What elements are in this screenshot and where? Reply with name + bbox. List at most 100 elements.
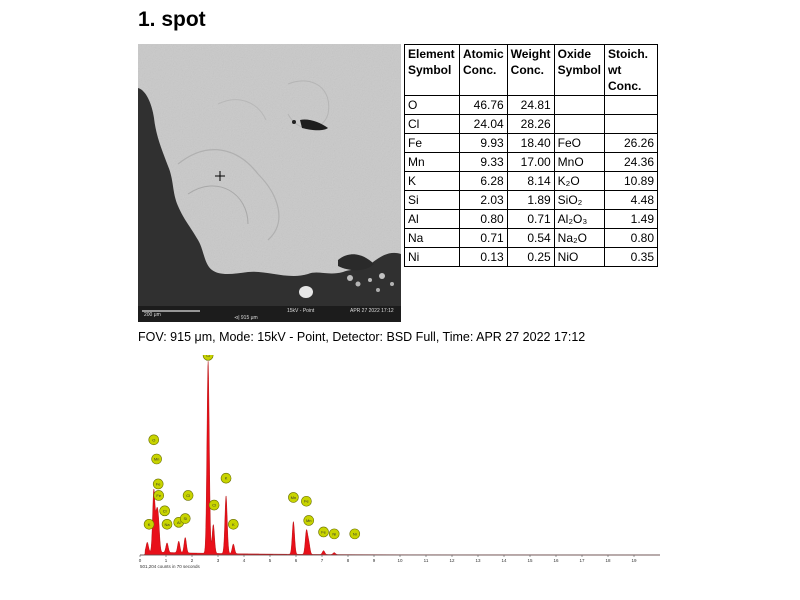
element-marker [228,518,239,530]
element-marker [288,492,299,503]
element-marker [318,526,329,538]
composition-table: Element Symbol Atomic Conc. Weight Conc.… [404,44,659,267]
cell-weight-conc: 0.25 [506,247,555,267]
cell-element: Si [404,190,460,210]
table-row: Al 0.80 0.71 Al₂O₃ 1.49 [404,209,659,229]
element-marker [328,528,340,540]
element-marker-label: Cl [163,508,167,513]
element-marker-label: O [152,437,155,442]
x-tick-label: 11 [424,558,429,563]
cell-weight-conc: 28.26 [506,114,555,134]
cell-stoich-wt-conc: 0.80 [604,228,659,248]
x-tick-label: 17 [579,558,585,563]
x-tick-label: 9 [373,558,376,563]
x-tick-label: 18 [605,558,611,563]
cell-element: Mn [404,152,460,172]
cell-element: Na [404,228,460,248]
cell-atomic-conc: 0.13 [459,247,508,267]
table-body: O 46.76 24.81 Cl 24.04 28.26 Fe 9.93 18.40 FeO 26.… [404,95,659,267]
element-marker-label: Ni [332,531,336,536]
table-row: Ni 0.13 0.25 NiO 0.35 [404,247,659,267]
header-stoich-wt-conc: Stoich. wt Conc. [604,44,659,96]
cell-stoich-wt-conc: 24.36 [604,152,659,172]
element-marker-label: Mn [291,495,297,500]
element-marker-label: Ni [353,531,357,536]
cell-oxide-symbol: K₂O [553,171,606,191]
page-title: 1. spot [138,8,206,31]
cell-weight-conc: 0.54 [506,228,555,248]
table-row: O 46.76 24.81 [404,95,659,115]
element-marker [179,513,191,524]
cell-element: Fe [404,133,460,153]
element-marker-label: Fe [156,493,161,498]
cell-element: Al [404,209,460,229]
element-marker-label: Cl [212,503,216,508]
element-marker-label: K [148,522,151,527]
cell-oxide-symbol: Na₂O [553,228,606,248]
x-tick-label: 16 [553,558,559,563]
element-marker [349,528,361,540]
element-marker [153,490,165,501]
header-atomic-conc: Atomic Conc. [459,44,508,96]
element-marker [303,515,315,526]
sem-image: 200 μm ⊲| 915 μm 15kV - Point APR 27 202… [138,44,401,322]
cell-weight-conc: 24.81 [506,95,555,115]
x-tick-label: 2 [191,558,194,563]
table-row: Si 2.03 1.89 SiO₂ 4.48 [404,190,659,210]
cell-weight-conc: 0.71 [506,209,555,229]
x-tick-label: 6 [295,558,298,563]
scale-bar-label: 200 μm [144,312,161,318]
sem-timestamp: APR 27 2022 17:12 [350,308,394,314]
header-weight-conc: Weight Conc. [506,44,555,96]
header-oxide-symbol: Oxide Symbol [553,44,606,96]
element-marker [148,434,160,446]
element-marker-label: Mn [154,457,160,462]
cell-weight-conc: 8.14 [506,171,555,191]
cell-element: K [404,171,460,191]
cell-weight-conc: 17.00 [506,152,555,172]
cell-atomic-conc: 9.33 [459,152,508,172]
element-marker-label: Fe [321,529,326,534]
element-marker-label: Al [177,520,181,525]
x-tick-label: 7 [321,558,324,563]
sem-fov-label: ⊲| 915 μm [234,315,258,321]
element-marker [161,518,173,530]
cell-atomic-conc: 0.80 [459,209,508,229]
element-marker [208,499,220,511]
x-tick-label: 8 [347,558,350,563]
spectrum-area [140,361,661,556]
cell-oxide-symbol: SiO₂ [553,190,606,210]
header-element-symbol: Element Symbol [404,44,460,96]
cell-stoich-wt-conc: 1.49 [604,209,659,229]
x-tick-label: 4 [243,558,246,563]
cell-oxide-symbol: NiO [553,247,606,267]
element-marker-label: Fe [156,481,161,486]
element-marker [159,505,171,517]
x-tick-label: 10 [397,558,403,563]
x-tick-label: 13 [475,558,481,563]
x-tick-label: 3 [217,558,220,563]
table-row: Mn 9.33 17.00 MnO 24.36 [404,152,659,172]
cell-atomic-conc: 24.04 [459,114,508,134]
element-marker-label: Mn [306,518,312,523]
element-marker-label: K [232,522,235,527]
table-row: Cl 24.04 28.26 [404,114,659,134]
cell-stoich-wt-conc [604,95,659,115]
element-marker-label: Cl [186,493,190,498]
cell-element: Ni [404,247,460,267]
element-marker [202,355,214,361]
sem-micrograph [138,44,401,322]
sem-mode-label: 15kV - Point [287,308,315,314]
fov-caption: FOV: 915 μm, Mode: 15kV - Point, Detecto… [138,330,586,344]
x-tick-label: 12 [449,558,455,563]
element-marker-label: Cl [206,355,210,358]
cell-atomic-conc: 46.76 [459,95,508,115]
cell-element: O [404,95,460,115]
element-marker-label: K [225,476,228,481]
element-marker [151,453,162,465]
element-marker-label: Fe [304,499,309,504]
x-tick-label: 19 [631,558,637,563]
cell-weight-conc: 18.40 [506,133,555,153]
cell-oxide-symbol [553,114,606,134]
